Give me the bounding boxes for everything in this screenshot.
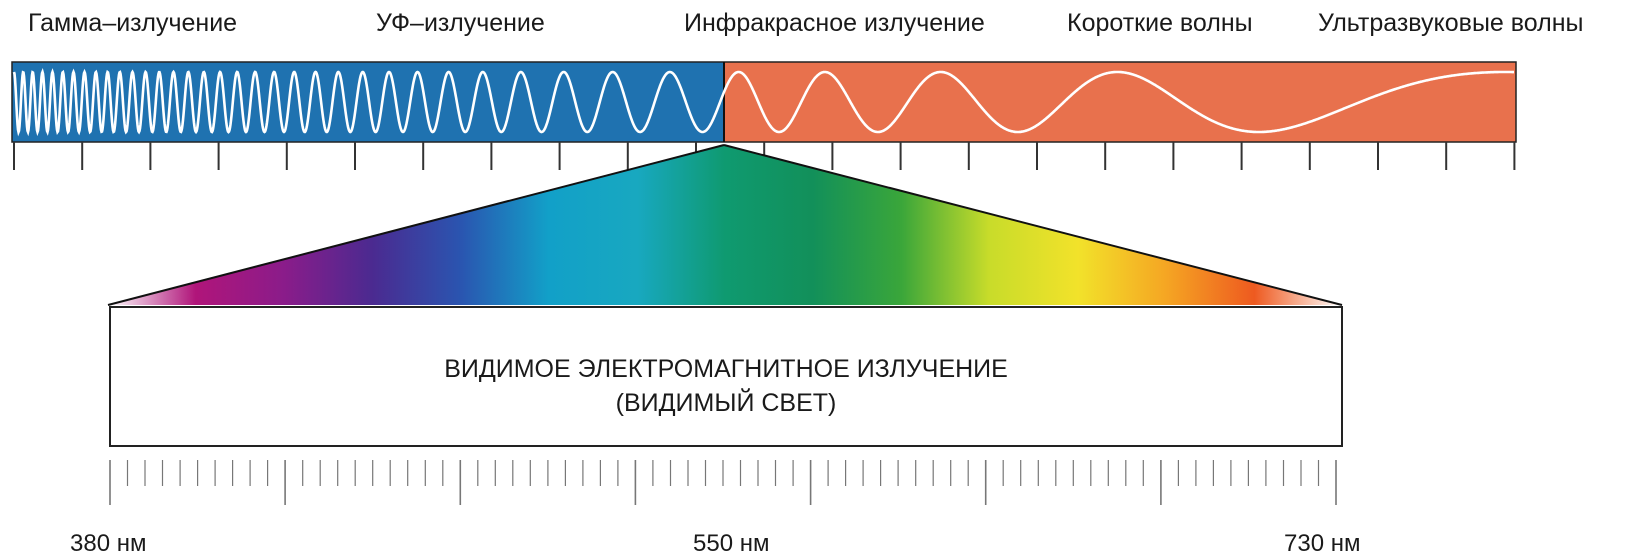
visible-light-fan [108, 145, 1342, 305]
band-label-ultrasonic: Ультразвуковые волны [1318, 9, 1583, 37]
spectrum-band-right [724, 62, 1516, 142]
band-label-infrared: Инфракрасное излучение [684, 9, 985, 37]
scale-label-730: 730 нм [1284, 530, 1360, 555]
band-label-short-waves: Короткие волны [1067, 9, 1253, 37]
visible-title-line1: ВИДИМОЕ ЭЛЕКТРОМАГНИТНОЕ ИЗЛУЧЕНИЕ [444, 355, 1008, 383]
band-label-gamma: Гамма–излучение [28, 9, 237, 37]
fan-edge-right [723, 144, 1343, 306]
fan-edge-left [107, 144, 725, 306]
band-label-uv: УФ–излучение [376, 9, 545, 37]
scale-label-380: 380 нм [70, 530, 146, 555]
visible-light-box [109, 306, 1343, 447]
spectrum-ticks [13, 142, 1516, 170]
wave-line [12, 68, 1514, 137]
nm-scale-ticks [109, 460, 1337, 505]
visible-title-line2: (ВИДИМЫЙ СВЕТ) [616, 387, 837, 417]
scale-label-550: 550 нм [693, 530, 769, 555]
